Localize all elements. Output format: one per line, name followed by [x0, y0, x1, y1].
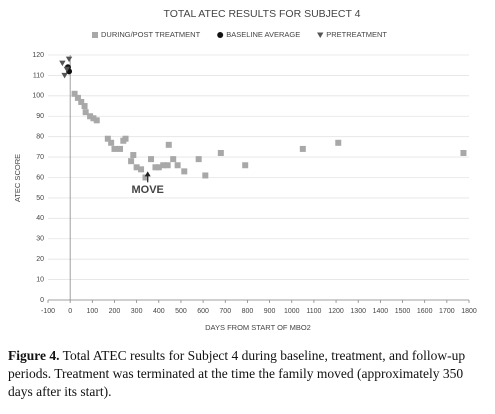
point — [82, 109, 89, 116]
legend-label: DURING/POST TREATMENT — [101, 30, 201, 39]
point — [117, 145, 124, 152]
x-tick-label: 500 — [175, 308, 187, 315]
chart: TOTAL ATEC RESULTS FOR SUBJECT 4 ATEC SC… — [13, 8, 477, 332]
point — [59, 60, 66, 67]
point — [299, 145, 306, 152]
point — [217, 150, 224, 156]
x-tick-label: 1700 — [439, 308, 455, 315]
point — [111, 145, 118, 152]
point — [122, 135, 129, 142]
y-axis-label: ATEC SCORE — [13, 154, 22, 202]
chart-title: TOTAL ATEC RESULTS FOR SUBJECT 4 — [163, 8, 360, 20]
point — [138, 166, 145, 173]
x-tick-label: 1300 — [350, 308, 366, 315]
x-tick-label: -100 — [41, 308, 55, 315]
point — [195, 156, 202, 163]
point — [155, 164, 162, 171]
x-tick-label: 1800 — [461, 308, 477, 315]
x-tick-label: 300 — [131, 308, 143, 315]
point — [242, 162, 249, 169]
caption-text: Total ATEC results for Subject 4 during … — [8, 348, 466, 399]
x-tick-label: 1000 — [284, 308, 300, 315]
legend-marker — [217, 32, 224, 38]
annotation: MOVE — [132, 184, 164, 196]
point — [460, 150, 467, 156]
point — [142, 174, 149, 181]
x-tick-label: 900 — [264, 308, 276, 315]
y-tick-label: 110 — [33, 72, 44, 79]
y-tick-label: 10 — [36, 276, 44, 283]
y-tick-label: 100 — [32, 93, 44, 100]
y-tick-label: 60 — [36, 174, 44, 181]
point — [65, 56, 73, 63]
x-tick-label: 400 — [153, 308, 165, 315]
point — [160, 162, 167, 169]
y-tick-label: 70 — [36, 154, 44, 161]
point — [63, 66, 71, 73]
point — [78, 98, 85, 105]
y-tick-label: 20 — [36, 256, 44, 263]
point — [164, 162, 171, 169]
x-tick-label: 0 — [68, 308, 72, 315]
point — [181, 168, 188, 175]
point — [128, 158, 135, 165]
y-tick-label: 40 — [36, 215, 44, 222]
legend-marker — [317, 32, 324, 38]
x-axis-label: DAYS FROM START OF MBO2 — [205, 323, 311, 332]
point — [108, 139, 115, 146]
annotation-arrowhead — [144, 171, 151, 177]
point — [81, 103, 88, 110]
point — [130, 152, 137, 159]
point — [90, 115, 97, 122]
point — [152, 164, 159, 171]
x-tick-label: 100 — [86, 308, 98, 315]
point — [87, 113, 94, 120]
point — [93, 117, 100, 124]
point — [170, 156, 177, 163]
point — [71, 90, 78, 97]
caption-label: Figure 4. — [8, 348, 60, 363]
point — [104, 135, 111, 142]
point — [148, 156, 155, 163]
x-tick-label: 1400 — [373, 308, 389, 315]
point — [335, 139, 342, 146]
legend-label: PRETREATMENT — [326, 30, 387, 39]
point — [74, 94, 81, 101]
y-tick-label: 30 — [36, 236, 44, 243]
point — [174, 162, 181, 169]
y-tick-label: 50 — [36, 195, 44, 202]
point — [165, 141, 172, 148]
y-tick-label: 120 — [32, 52, 44, 59]
x-tick-label: 1200 — [328, 308, 344, 315]
legend-label: BASELINE AVERAGE — [226, 30, 300, 39]
y-tick-label: 80 — [36, 134, 44, 141]
x-tick-label: 600 — [197, 308, 209, 315]
point — [133, 164, 140, 171]
y-tick-label: 90 — [36, 113, 44, 120]
x-tick-label: 700 — [219, 308, 231, 315]
caption: Figure 4. Total ATEC results for Subject… — [8, 347, 490, 401]
x-tick-label: 800 — [242, 308, 254, 315]
legend-marker — [92, 32, 98, 38]
point — [61, 72, 68, 79]
point — [202, 172, 209, 179]
x-tick-label: 1500 — [395, 308, 411, 315]
x-tick-label: 1600 — [417, 308, 433, 315]
x-tick-label: 1100 — [306, 308, 321, 315]
y-tick-label: 0 — [40, 297, 44, 304]
x-tick-label: 200 — [109, 308, 121, 315]
